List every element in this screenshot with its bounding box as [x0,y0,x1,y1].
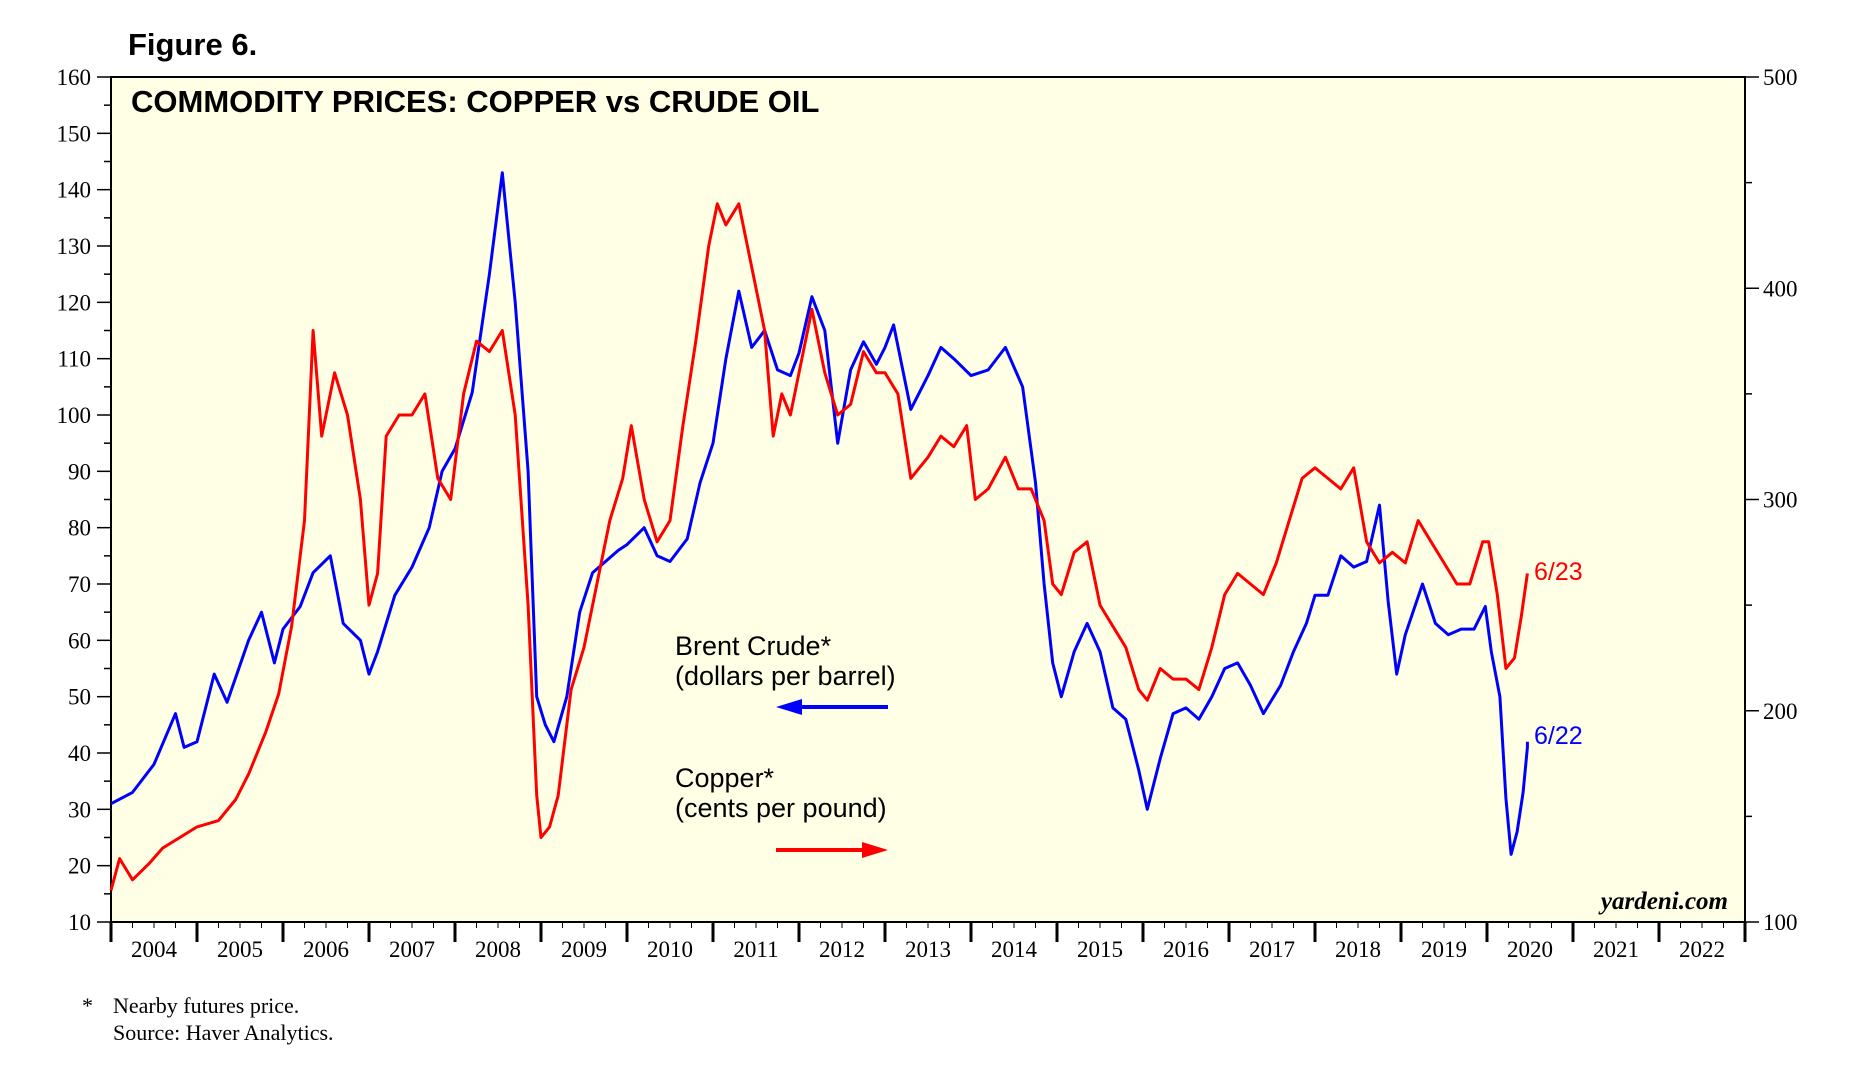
left-tick-label: 80 [68,516,91,541]
right-tick-label: 200 [1763,699,1798,724]
left-tick-label: 150 [57,121,92,146]
brent-end-label: 6/22 [1534,722,1583,750]
x-tick-label: 2009 [561,937,607,962]
x-tick-label: 2005 [217,937,263,962]
plot-background [110,76,1746,923]
left-tick-label: 140 [57,178,92,203]
x-tick-label: 2020 [1507,937,1553,962]
x-tick-label: 2004 [131,937,178,962]
series-line-copper [109,202,1529,891]
left-tick-label: 110 [57,347,91,372]
left-tick-label: 30 [68,797,91,822]
legend-brent-arrow [776,699,888,715]
left-tick-label: 10 [68,910,91,935]
series-layer [109,171,1529,891]
x-tick-label: 2017 [1249,937,1295,962]
x-tick-label: 2006 [303,937,349,962]
legend-copper-unit: (cents per pound) [675,793,887,823]
left-tick-label: 100 [57,403,92,428]
x-tick-label: 2008 [475,937,521,962]
x-tick-label: 2022 [1679,937,1725,962]
x-tick-label: 2021 [1593,937,1639,962]
left-tick-label: 70 [68,572,91,597]
x-tick-label: 2010 [647,937,693,962]
left-tick-label: 160 [57,65,92,90]
left-y-axis: 10 20 30 40 50 60 70 80 90 100 110 120 130 140 150 160 [57,65,111,935]
series-line-brent [110,171,1529,856]
legend-copper-arrow [776,842,888,858]
chart-title: COMMODITY PRICES: COPPER vs CRUDE OIL [131,84,819,119]
watermark: yardeni.com [1598,888,1728,915]
left-tick-label: 90 [68,459,91,484]
legend-brent-unit: (dollars per barrel) [675,661,896,691]
left-tick-label: 50 [68,685,91,710]
left-tick-label: 40 [68,741,91,766]
right-tick-label: 500 [1763,65,1798,90]
right-tick-label: 300 [1763,488,1798,513]
legend-copper-name: Copper* [675,763,775,793]
x-axis: 2004 2005 2006 2007 2008 2009 2010 2011 2012 2013… [109,922,1747,962]
x-tick-label: 2015 [1077,937,1123,962]
left-tick-label: 60 [68,628,91,653]
x-tick-label: 2014 [991,937,1038,962]
right-tick-label: 400 [1763,276,1798,301]
left-tick-label: 120 [57,290,92,315]
x-tick-label: 2011 [733,937,778,962]
x-tick-label: 2012 [819,937,865,962]
right-tick-label: 100 [1763,910,1798,935]
footnote-line-1: Nearby futures price. [113,993,299,1018]
footnote-marker: * [82,993,93,1018]
copper-end-label: 6/23 [1534,558,1583,586]
right-y-axis: 100 200 300 400 500 [1745,65,1798,935]
left-tick-label: 130 [57,234,92,259]
left-tick-label: 20 [68,854,91,879]
x-tick-label: 2019 [1421,937,1467,962]
x-tick-label: 2016 [1163,937,1209,962]
legend-brent-name: Brent Crude* [675,631,832,661]
x-tick-label: 2007 [389,937,435,962]
x-tick-label: 2013 [905,937,951,962]
footnote-line-2: Source: Haver Analytics. [113,1020,334,1045]
x-tick-label: 2018 [1335,937,1381,962]
figure-label: Figure 6. [128,27,257,62]
